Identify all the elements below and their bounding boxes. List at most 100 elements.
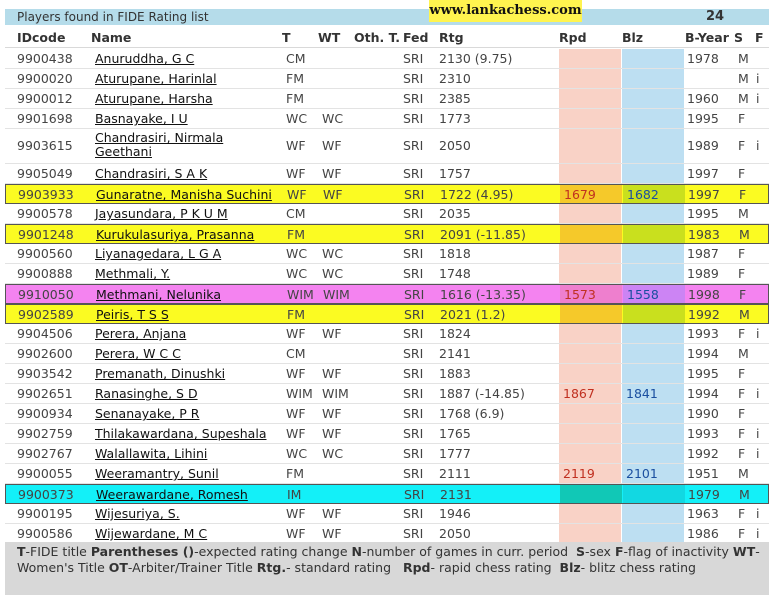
legend-key: Rpd [402, 560, 431, 575]
player-name-link[interactable]: Wijesuriya, S. [95, 506, 180, 521]
cell-birth-year: 1978 [687, 51, 719, 66]
player-name-link[interactable]: Methmani, Nelunika [96, 287, 221, 302]
player-name-link[interactable]: Chandrasiri, Nirmala Geethani [95, 130, 224, 159]
cell-rating: 1824 [439, 326, 471, 341]
cell-federation: SRI [404, 287, 425, 302]
col-idcode[interactable]: IDcode [17, 30, 66, 45]
player-name-link[interactable]: Weeramantry, Sunil [95, 466, 219, 481]
cell-women-title: WC [322, 446, 344, 461]
rapid-column-bg [560, 485, 622, 503]
cell-idcode: 9900586 [17, 526, 73, 541]
cell-women-title: WIM [323, 287, 350, 302]
col-women-title[interactable]: WT [318, 30, 341, 45]
player-name-link[interactable]: Thilakawardana, Supeshala [95, 426, 267, 441]
rapid-column-bg [560, 185, 622, 203]
player-name-link[interactable]: Gunaratne, Manisha Suchini [96, 187, 272, 202]
cell-sex: F [738, 526, 746, 541]
player-name-link[interactable]: Methmali, Y. [95, 266, 171, 281]
cell-sex: M [738, 51, 749, 66]
player-name-link[interactable]: Kurukulasuriya, Prasanna [96, 227, 255, 242]
player-name-link[interactable]: Liyanagedara, L G A [95, 246, 222, 261]
col-federation[interactable]: Fed [403, 30, 429, 45]
col-flag[interactable]: F [755, 30, 764, 45]
results-header-bar: Players found in FIDE Rating list 24 [5, 9, 769, 25]
blitz-column-bg [622, 204, 684, 223]
cell-rating: 2035 [439, 206, 471, 221]
cell-sex: F [738, 406, 746, 421]
player-name-link[interactable]: Peiris, T S S [96, 307, 169, 322]
cell-birth-year: 1992 [688, 307, 720, 322]
cell-idcode: 9900012 [17, 91, 73, 106]
cell-rating: 1818 [439, 246, 471, 261]
player-name-link[interactable]: Aturupane, Harinlal [95, 71, 217, 86]
rapid-column-bg [559, 524, 621, 543]
cell-sex: F [738, 506, 746, 521]
watermark-banner: www.lankachess.com [429, 0, 582, 22]
cell-rating: 1748 [439, 266, 471, 281]
table-row: 9900578 Jayasundara, P K U M CM SRI 2035 1995… [5, 204, 769, 224]
cell-title: WC [286, 266, 308, 281]
col-title[interactable]: T [282, 30, 291, 45]
col-sex[interactable]: S [734, 30, 744, 45]
table-row: 9900888 Methmali, Y. WC WC SRI 1748 1989 F [5, 264, 769, 284]
cell-flag: i [756, 138, 760, 153]
player-name-link[interactable]: Perera, Anjana [95, 326, 187, 341]
player-name-link[interactable]: Basnayake, I U [95, 111, 188, 126]
col-blitz[interactable]: Blz [622, 30, 644, 45]
cell-rating: 2021 (1.2) [440, 307, 506, 322]
player-name-link[interactable]: Wijewardane, M C [95, 526, 208, 541]
cell-federation: SRI [403, 426, 424, 441]
col-rating[interactable]: Rtg [439, 30, 464, 45]
legend-key: F [614, 544, 624, 559]
rapid-column-bg [559, 404, 621, 423]
legend-text: -FIDE title [25, 544, 87, 559]
player-name-link[interactable]: Premanath, Dinushki [95, 366, 226, 381]
player-name-link[interactable]: Senanayake, P R [95, 406, 200, 421]
cell-sex: M [739, 487, 750, 502]
cell-birth-year: 1993 [687, 426, 719, 441]
player-name-link[interactable]: Walallawita, Lihini [95, 446, 208, 461]
cell-sex: F [738, 326, 746, 341]
col-other-title[interactable]: Oth. T. [354, 30, 400, 45]
legend-key: Parentheses () [90, 544, 195, 559]
cell-women-title: WF [322, 526, 342, 541]
legend-box: T-FIDE title Parentheses ()-expected rat… [5, 542, 769, 595]
rapid-column-bg [559, 109, 621, 128]
rapid-column-bg [560, 305, 622, 323]
cell-federation: SRI [403, 51, 424, 66]
cell-birth-year: 1995 [687, 366, 719, 381]
cell-federation: SRI [403, 111, 424, 126]
blitz-column-bg [622, 164, 684, 183]
player-name-link[interactable]: Chandrasiri, S A K [95, 166, 208, 181]
cell-rating: 2091 (-11.85) [440, 227, 526, 242]
rapid-column-bg [560, 285, 622, 303]
col-name[interactable]: Name [91, 30, 132, 45]
results-count: 24 [706, 9, 725, 24]
cell-birth-year: 1951 [687, 466, 719, 481]
col-rapid[interactable]: Rpd [559, 30, 587, 45]
cell-federation: SRI [403, 246, 424, 261]
cell-birth-year: 1994 [687, 346, 719, 361]
cell-birth-year: 1979 [688, 487, 720, 502]
cell-federation: SRI [404, 187, 425, 202]
player-name-link[interactable]: Perera, W C C [95, 346, 181, 361]
cell-birth-year: 1990 [687, 406, 719, 421]
player-name-link[interactable]: Jayasundara, P K U M [95, 206, 228, 221]
player-name-link[interactable]: Anuruddha, G C [95, 51, 195, 66]
rapid-column-bg [559, 364, 621, 383]
cell-flag: i [756, 91, 760, 106]
rapid-column-bg [559, 244, 621, 263]
rapid-column-bg [559, 164, 621, 183]
cell-title: WF [286, 366, 306, 381]
cell-birth-year: 1963 [687, 506, 719, 521]
cell-title: WF [286, 506, 306, 521]
player-name-link[interactable]: Aturupane, Harsha [95, 91, 213, 106]
player-name-link[interactable]: Weerawardane, Romesh [96, 487, 248, 502]
legend-key: WT [732, 544, 756, 559]
col-birth-year[interactable]: B-Year [685, 30, 729, 45]
legend-text: -expected rating change [194, 544, 348, 559]
cell-idcode: 9900373 [18, 487, 74, 502]
player-name-link[interactable]: Ranasinghe, S D [95, 386, 198, 401]
cell-idcode: 9900560 [17, 246, 73, 261]
blitz-column-bg [622, 69, 684, 88]
